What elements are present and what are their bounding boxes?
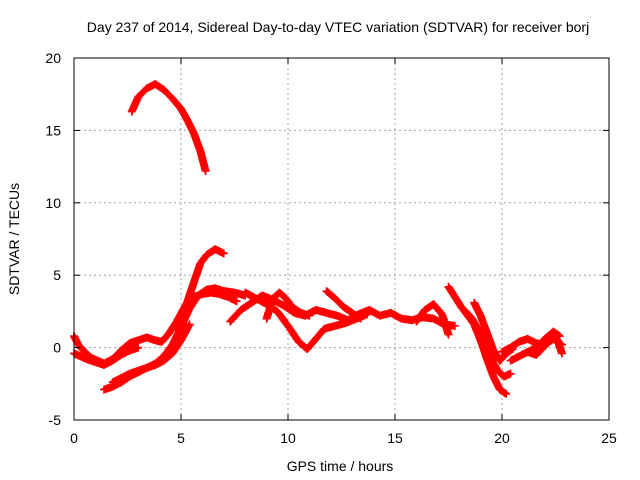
data-trail [483, 356, 497, 380]
y-tick-label: 5 [53, 267, 61, 283]
data-point [557, 349, 566, 358]
data-trail [323, 288, 338, 302]
data-trail [289, 303, 304, 316]
data-trail [195, 286, 210, 299]
data-trail [282, 295, 296, 310]
x-axis: 0 5 10 15 20 25 [70, 58, 617, 446]
y-tick-label: 20 [45, 50, 61, 66]
data-trail [169, 337, 185, 357]
data-trail [169, 95, 184, 112]
data-trail [160, 341, 176, 360]
data-point [305, 311, 314, 320]
data-trail [533, 343, 548, 358]
data-trail [312, 325, 328, 342]
data-point [134, 343, 143, 352]
data-point [444, 330, 453, 339]
y-tick-label: 10 [45, 195, 61, 211]
data-trail [75, 341, 88, 355]
x-tick-label: 25 [601, 430, 617, 446]
y-tick-label: -5 [49, 412, 62, 428]
x-tick-label: 0 [70, 430, 78, 446]
y-tick-label: 15 [45, 122, 61, 138]
data-trail [451, 294, 465, 310]
data-point [232, 297, 241, 306]
data-trail [152, 80, 167, 93]
data-point [506, 369, 515, 378]
series-arc-11 [412, 300, 453, 339]
data-trail [483, 330, 497, 353]
series-arc-13 [461, 307, 515, 381]
data-point [502, 389, 511, 398]
data-trail [430, 301, 446, 318]
data-trail [548, 331, 561, 344]
data-point [363, 310, 372, 319]
data-trail [165, 318, 180, 338]
data-trail [340, 303, 355, 316]
data-trail [263, 295, 277, 322]
data-trail [332, 295, 347, 310]
series-arc-10 [322, 287, 365, 323]
x-tick-label: 20 [494, 430, 510, 446]
data-point [201, 166, 210, 175]
chart-title: Day 237 of 2014, Sidereal Day-to-day VTE… [87, 19, 589, 35]
plot-frame [73, 57, 610, 421]
x-axis-label: GPS time / hours [287, 458, 394, 474]
data-trail [280, 302, 298, 316]
data-trail [497, 386, 509, 398]
series-arc-14 [470, 298, 517, 365]
data-trail [462, 308, 476, 322]
series-arc-8 [241, 288, 372, 354]
y-axis: -5 0 5 10 15 20 [45, 50, 609, 428]
data-trail [190, 130, 204, 154]
data-trail [197, 252, 210, 267]
data-trail [186, 292, 202, 312]
data-trail [227, 307, 244, 325]
grid [74, 58, 609, 420]
data-trail [276, 289, 289, 302]
series-arc-9 [262, 288, 314, 323]
series-arc-4 [70, 343, 143, 369]
data-trail [190, 261, 204, 285]
series-arc-17 [523, 330, 566, 359]
data-point [185, 320, 194, 329]
data-trail [169, 324, 185, 348]
data-trail [173, 302, 189, 325]
data-trail [438, 311, 452, 338]
x-tick-label: 15 [387, 430, 403, 446]
series-arc-15 [498, 334, 566, 356]
data-point [356, 314, 365, 323]
data-trail [177, 306, 193, 330]
y-axis-label: SDTVAR / TECUs [6, 183, 22, 295]
x-tick-label: 5 [177, 430, 185, 446]
data-trail [445, 284, 459, 300]
data-trail [109, 351, 124, 364]
data-trail [304, 336, 319, 352]
series-arc-12 [444, 282, 511, 398]
data-trail [477, 313, 491, 336]
series-arc-6 [108, 320, 194, 387]
data-trail [177, 321, 193, 343]
data-trail [118, 340, 133, 354]
data-trail [274, 308, 292, 329]
data-trail [135, 85, 150, 100]
data-trail [284, 323, 302, 345]
data-trail [160, 86, 176, 102]
data-trail [160, 350, 176, 364]
data-trail [550, 328, 563, 340]
data-series [70, 80, 566, 398]
data-trail [349, 309, 364, 322]
series-arc-3 [70, 288, 241, 368]
data-trail [196, 148, 210, 174]
data-trail [413, 307, 429, 325]
y-tick-label: 0 [53, 340, 61, 356]
series-arc-1 [127, 80, 210, 175]
data-trail [158, 331, 172, 345]
data-point [450, 321, 459, 330]
data-point [219, 249, 228, 258]
data-trail [533, 336, 548, 351]
x-tick-label: 10 [280, 430, 296, 446]
